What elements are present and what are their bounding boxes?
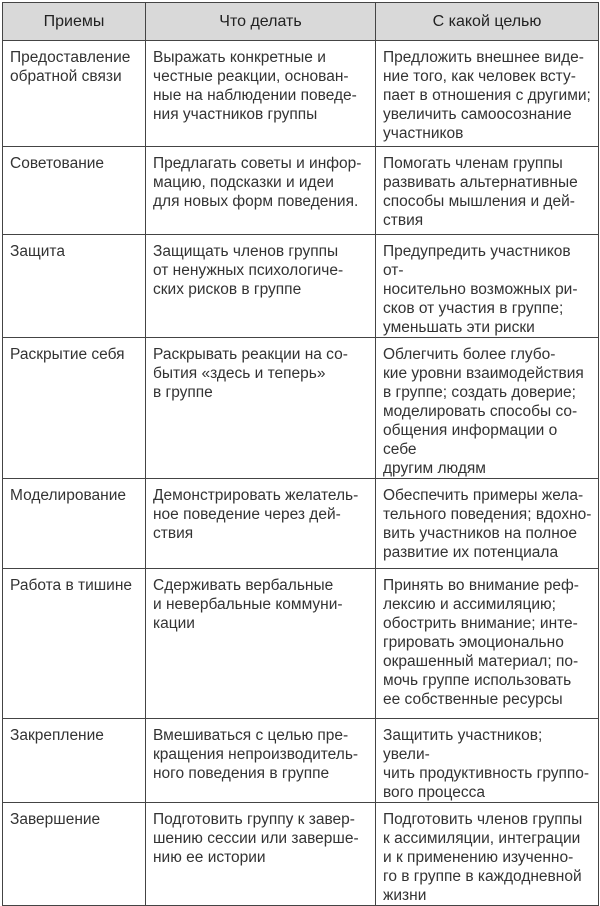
header-techniques: Приемы	[2, 2, 146, 41]
table-row: Завершение Подготовить группу к завер- ше…	[2, 802, 599, 906]
table-row: Закрепление Вмешиваться с целью пре- кращ…	[2, 718, 599, 803]
technique-cell: Предоставление обратной связи	[2, 40, 146, 147]
action-cell: Раскрывать реакции на со- бытия «здесь и…	[145, 337, 376, 479]
technique-cell: Закрепление	[2, 718, 146, 803]
header-what-to-do: Что делать	[145, 2, 376, 41]
table-row: Защита Защищать членов группы от ненужных…	[2, 234, 599, 338]
purpose-cell: Принять во внимание реф- лексию и ассими…	[375, 568, 599, 719]
purpose-cell: Помогать членам группы развивать альтерн…	[375, 146, 599, 235]
technique-cell: Раскрытие себя	[2, 337, 146, 479]
purpose-cell: Облегчить более глубо- кие уровни взаимо…	[375, 337, 599, 479]
action-cell: Сдерживать вербальные и невербальные ком…	[145, 568, 376, 719]
technique-cell: Работа в тишине	[2, 568, 146, 719]
action-cell: Защищать членов группы от ненужных психо…	[145, 234, 376, 338]
purpose-cell: Обеспечить примеры жела- тельного поведе…	[375, 478, 599, 569]
action-cell: Выражать конкретные и честные реакции, о…	[145, 40, 376, 147]
purpose-cell: Защитить участников; увели- чить продукт…	[375, 718, 599, 803]
purpose-cell: Подготовить членов группы к ассимиляции,…	[375, 802, 599, 906]
action-cell: Предлагать советы и инфор- мацию, подска…	[145, 146, 376, 235]
action-cell: Демонстрировать желатель- ное поведение …	[145, 478, 376, 569]
header-purpose: С какой целью	[375, 2, 599, 41]
table-row: Раскрытие себя Раскрывать реакции на со- …	[2, 337, 599, 479]
purpose-cell: Предупредить участников от- носительно в…	[375, 234, 599, 338]
table-row: Советование Предлагать советы и инфор- ма…	[2, 146, 599, 235]
action-cell: Вмешиваться с целью пре- кращения непрои…	[145, 718, 376, 803]
header-row: Приемы Что делать С какой целью	[2, 2, 599, 41]
action-cell: Подготовить группу к завер- шению сессии…	[145, 802, 376, 906]
technique-cell: Советование	[2, 146, 146, 235]
table-row: Работа в тишине Сдерживать вербальные и н…	[2, 568, 599, 719]
technique-cell: Моделирование	[2, 478, 146, 569]
purpose-cell: Предложить внешнее виде- ние того, как ч…	[375, 40, 599, 147]
technique-cell: Защита	[2, 234, 146, 338]
table-row: Предоставление обратной связи Выражать ко…	[2, 40, 599, 147]
table-row: Моделирование Демонстрировать желатель- н…	[2, 478, 599, 569]
technique-cell: Завершение	[2, 802, 146, 906]
